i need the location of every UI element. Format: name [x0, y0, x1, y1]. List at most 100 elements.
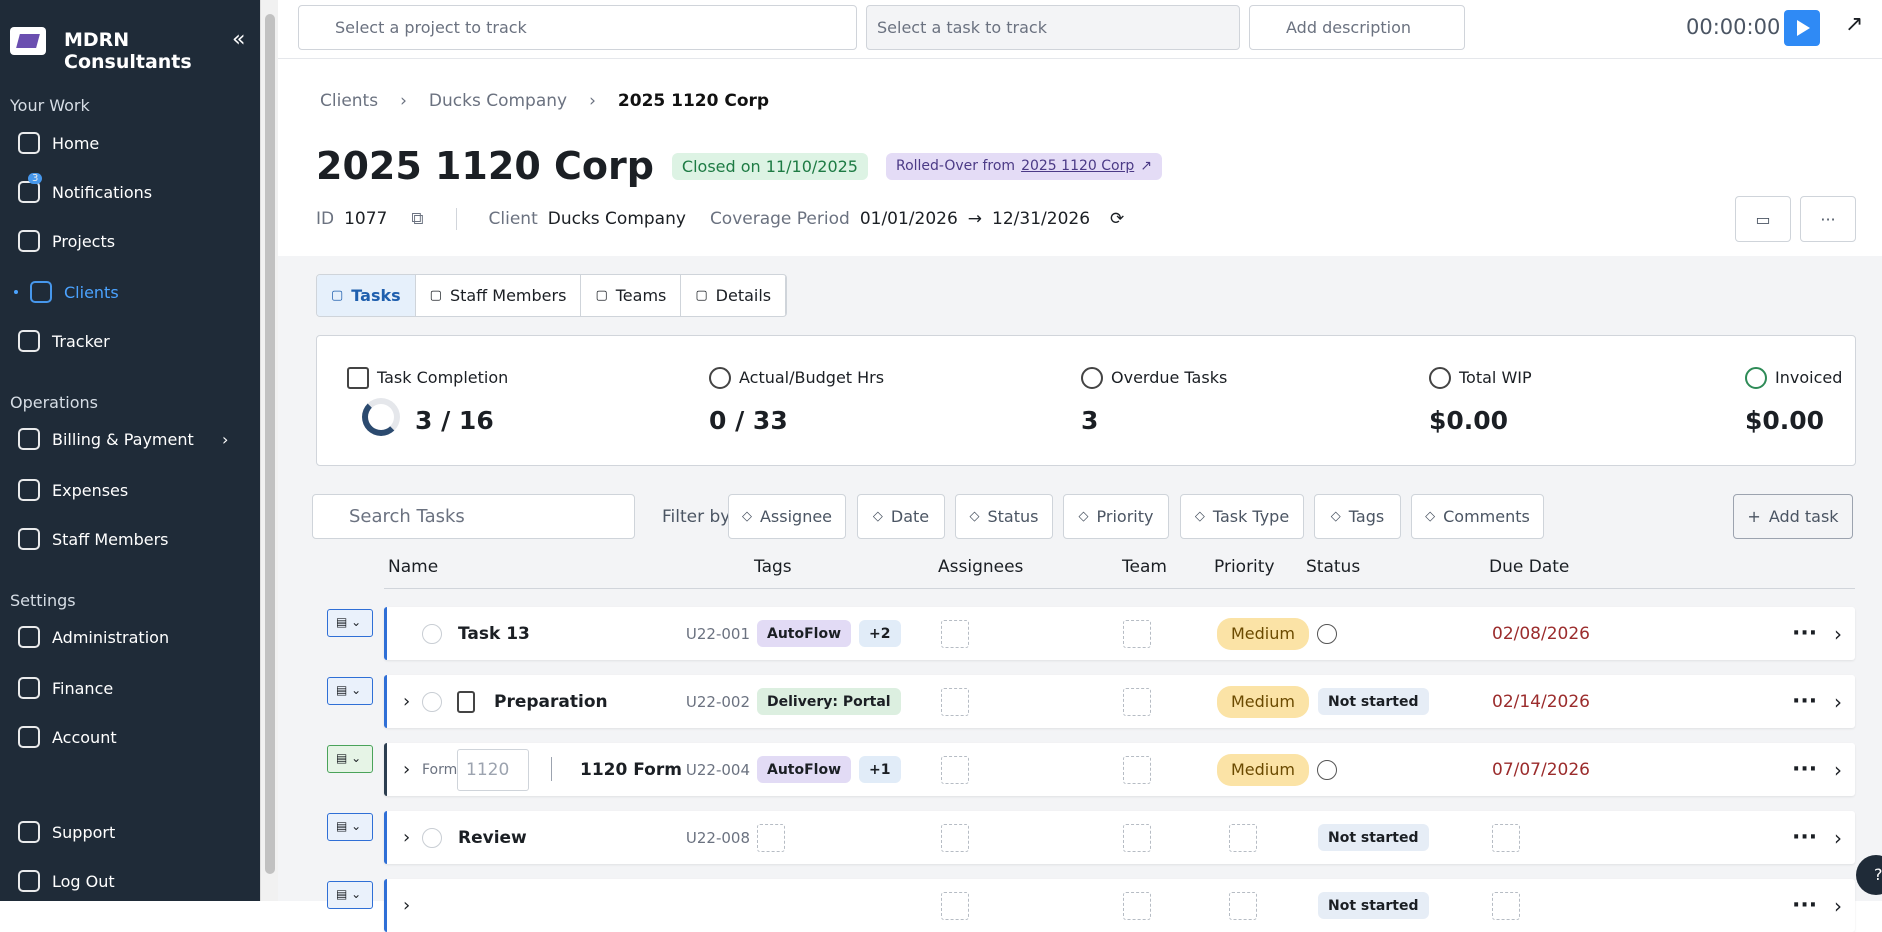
sidebar-item[interactable]: Administration	[18, 626, 169, 648]
row-type[interactable]: ▤ ⌄	[327, 813, 373, 841]
description-input[interactable]: Add description	[1249, 5, 1465, 50]
search-input[interactable]: Search Tasks	[312, 494, 635, 539]
breadcrumb: Clients › Ducks Company › 2025 1120 Corp	[320, 91, 769, 111]
row-type[interactable]: ▤ ⌄	[327, 745, 373, 773]
row-open[interactable]: ›	[1834, 621, 1842, 646]
more-button[interactable]: ···	[1800, 196, 1856, 242]
team[interactable]	[1123, 607, 1151, 660]
rollover-badge: Rolled-Over from 2025 1120 Corp ↗	[885, 152, 1162, 180]
task-row[interactable]: › Not started ··· ›	[384, 879, 1855, 932]
row-open[interactable]: ›	[1834, 757, 1842, 782]
row-type[interactable]: ▤ ⌄	[327, 609, 373, 637]
sidebar-item[interactable]: Account	[18, 726, 117, 748]
sidebar-item[interactable]: Support	[18, 821, 115, 843]
team[interactable]	[1123, 879, 1151, 932]
filter-text: Tags	[1348, 507, 1385, 526]
row-open[interactable]: ›	[1834, 893, 1842, 918]
filter-button[interactable]: ◇ Comments	[1411, 494, 1544, 539]
sidebar: MDRN Consultants « Your Work Home 3 Notific…	[0, 0, 260, 901]
sidebar-item[interactable]: Home	[18, 132, 99, 154]
tabs: ▢ Tasks ▢ Staff Members ▢ Teams ▢ Details	[316, 274, 788, 317]
expand[interactable]: ›	[403, 691, 411, 712]
placeholder	[1123, 823, 1151, 852]
stat-label: Task Completion	[377, 368, 509, 387]
filter-button[interactable]: ◇ Status	[955, 494, 1053, 539]
check[interactable]	[422, 828, 442, 848]
tab[interactable]: ▢ Details	[681, 275, 787, 316]
task-code: U22-001	[685, 624, 750, 643]
filter-icon: ◇	[1078, 509, 1089, 524]
sidebar-label: Account	[52, 727, 117, 747]
row-menu[interactable]: ···	[1792, 893, 1818, 918]
team[interactable]	[1123, 811, 1151, 864]
check[interactable]	[422, 624, 442, 644]
task-select[interactable]: Select a task to track	[866, 5, 1240, 50]
sidebar-item[interactable]: Clients	[14, 281, 119, 303]
row-menu[interactable]: ···	[1792, 689, 1818, 714]
sidebar-item[interactable]: Tracker	[18, 330, 110, 352]
column-header: Priority	[1214, 557, 1275, 577]
placeholder	[941, 687, 969, 716]
placeholder	[1492, 891, 1520, 920]
assignee[interactable]	[941, 675, 969, 728]
play-button[interactable]	[1784, 10, 1820, 46]
sidebar-item[interactable]: Finance	[18, 677, 113, 699]
assignee[interactable]	[941, 607, 969, 660]
expand[interactable]: ›	[403, 827, 411, 848]
placeholder	[941, 891, 969, 920]
row-type[interactable]: ▤ ⌄	[327, 677, 373, 705]
completion-ring	[362, 398, 400, 436]
row-menu[interactable]: ···	[1792, 825, 1818, 850]
help-button[interactable]: ?	[1856, 855, 1882, 895]
refresh-button[interactable]: ⟳	[1110, 209, 1125, 229]
tab-icon: ▢	[331, 288, 344, 303]
due-date: 07/07/2026	[1492, 759, 1590, 780]
sidebar-label: Billing & Payment	[52, 429, 194, 449]
filter-button[interactable]: ◇ Tags	[1314, 494, 1401, 539]
row-type[interactable]: ▤ ⌄	[327, 881, 373, 909]
task-row[interactable]: Task 13 U22-001 AutoFlow +2 Medium 02/08/2026…	[384, 607, 1855, 660]
assignee[interactable]	[941, 743, 969, 796]
tab[interactable]: ▢ Teams	[581, 275, 682, 316]
team[interactable]	[1123, 743, 1151, 796]
task-row[interactable]: › Review U22-008 Not started ··· ›	[384, 811, 1855, 864]
assignee[interactable]	[941, 811, 969, 864]
add-task-button[interactable]: + Add task	[1733, 494, 1853, 539]
row-open[interactable]: ›	[1834, 689, 1842, 714]
sidebar-item[interactable]: Expenses	[18, 479, 128, 501]
team[interactable]	[1123, 675, 1151, 728]
icon	[18, 726, 40, 748]
expand[interactable]: ›	[403, 895, 411, 916]
row-open[interactable]: ›	[1834, 825, 1842, 850]
filter-button[interactable]: ◇ Date	[857, 494, 945, 539]
filter-button[interactable]: ◇ Priority	[1063, 494, 1169, 539]
expand[interactable]: ›	[403, 759, 411, 780]
breadcrumb-item[interactable]: Ducks Company	[428, 91, 568, 111]
tab[interactable]: ▢ Staff Members	[416, 275, 582, 316]
assignee[interactable]	[941, 879, 969, 932]
copy-button[interactable]: ⧉	[411, 209, 424, 229]
task-row[interactable]: › Preparation U22-002 Delivery: Portal Mediu…	[384, 675, 1855, 728]
task-code: U22-008	[685, 828, 750, 847]
project-select[interactable]: Select a project to track	[298, 5, 857, 50]
filter-button[interactable]: ◇ Assignee	[728, 494, 846, 539]
doc-icon	[457, 691, 475, 713]
comment-button[interactable]: ▭	[1735, 196, 1791, 242]
task-row[interactable]: › Form 1120 1120 Form U22-004 AutoFlow +1 Mediu…	[384, 743, 1855, 796]
filter-button[interactable]: ◇ Task Type	[1180, 494, 1304, 539]
sidebar-item[interactable]: Log Out	[18, 870, 115, 892]
rollover-link[interactable]: 2025 1120 Corp	[1021, 158, 1135, 174]
open-button[interactable]: ↗	[1845, 12, 1864, 37]
row-menu[interactable]: ···	[1792, 757, 1818, 782]
sidebar-item[interactable]: 3 Notifications	[18, 173, 152, 203]
sidebar-item[interactable]: Projects	[18, 230, 115, 252]
due-date: 02/08/2026	[1492, 623, 1590, 644]
sidebar-item[interactable]: Staff Members	[18, 528, 169, 550]
sidebar-item[interactable]: Billing & Payment ›	[18, 428, 228, 450]
check[interactable]	[422, 692, 442, 712]
breadcrumb-item[interactable]: Clients	[320, 91, 379, 111]
tab[interactable]: ▢ Tasks	[317, 275, 416, 316]
row-menu[interactable]: ···	[1792, 621, 1818, 646]
collapse-button[interactable]: «	[232, 27, 246, 52]
priority-pill: Medium	[1217, 617, 1309, 650]
